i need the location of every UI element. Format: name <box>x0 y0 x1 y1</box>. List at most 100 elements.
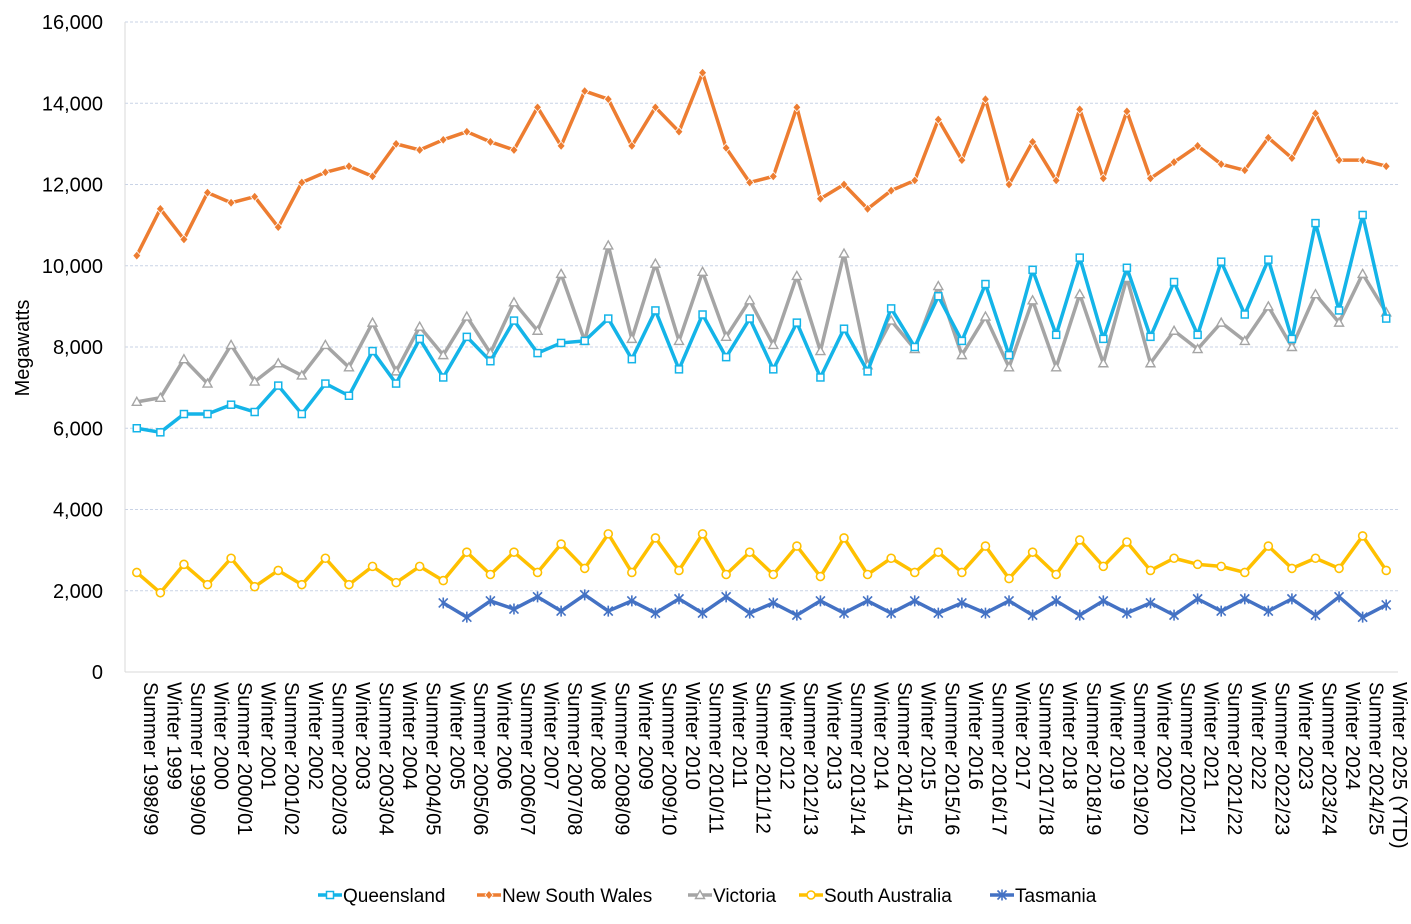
data-point <box>745 177 755 188</box>
data-point <box>863 203 873 214</box>
data-point <box>673 334 685 346</box>
data-point <box>297 579 307 590</box>
data-point <box>649 257 662 268</box>
series-lines <box>131 67 1392 623</box>
legend-item: Tasmania <box>990 886 1097 907</box>
data-point <box>1098 173 1108 184</box>
data-point <box>179 409 189 419</box>
data-point <box>626 595 637 607</box>
x-tick-label: Summer 2019/20 <box>1129 682 1151 835</box>
data-point <box>368 346 377 356</box>
data-point <box>439 373 448 382</box>
data-point <box>1051 595 1062 607</box>
data-point <box>934 291 943 301</box>
data-point <box>391 577 401 588</box>
data-point <box>1122 537 1132 547</box>
data-point <box>1239 334 1251 346</box>
data-point <box>1239 593 1250 605</box>
data-point <box>674 565 684 576</box>
data-point <box>1310 609 1321 621</box>
data-point <box>462 547 472 557</box>
data-point <box>250 407 259 417</box>
data-point <box>1239 567 1250 578</box>
data-point <box>1263 541 1274 551</box>
x-tick-label: Summer 1999/00 <box>186 682 208 835</box>
x-tick-label: Summer 2023/24 <box>1317 682 1339 835</box>
data-point <box>178 353 190 364</box>
data-point <box>272 357 284 368</box>
data-point <box>650 102 660 113</box>
data-point <box>721 142 731 154</box>
legend: Queensland New South Wales Victoria South A… <box>318 886 1097 907</box>
x-tick-label: Summer 2006/07 <box>516 682 538 835</box>
data-point <box>556 539 566 549</box>
data-point <box>344 579 354 590</box>
data-point <box>367 561 378 572</box>
x-tick-label: Summer 2015/16 <box>940 682 962 835</box>
data-point <box>155 203 165 214</box>
data-point <box>980 607 991 619</box>
x-tick-label: Summer 2003/04 <box>375 682 397 835</box>
data-point <box>437 349 449 360</box>
data-point <box>1075 104 1085 115</box>
data-point <box>814 345 827 356</box>
x-tick-label: Summer 2020/21 <box>1176 682 1198 835</box>
data-point <box>839 324 849 333</box>
data-point <box>485 595 496 607</box>
data-point <box>815 193 825 204</box>
data-point <box>1146 332 1155 342</box>
data-point <box>1074 609 1085 621</box>
data-point <box>438 597 449 609</box>
x-tick-label: Summer 2007/08 <box>563 682 585 835</box>
data-point <box>201 377 214 388</box>
data-point <box>555 267 567 279</box>
data-point <box>650 533 661 543</box>
data-point <box>1028 265 1037 275</box>
data-point <box>957 567 967 578</box>
data-point <box>131 567 142 578</box>
data-point <box>366 316 379 327</box>
data-point <box>1286 341 1298 352</box>
data-point <box>203 409 212 419</box>
data-point <box>979 310 992 321</box>
legend-swatch-marker <box>806 890 816 900</box>
y-tick-label: 2,000 <box>53 581 103 603</box>
x-tick-label: Winter 2018 <box>1058 682 1080 790</box>
gridlines <box>125 21 1398 592</box>
data-point <box>273 381 283 390</box>
data-point <box>225 339 237 350</box>
data-point <box>886 304 896 313</box>
data-point <box>1122 106 1132 117</box>
x-tick-label: Winter 2016 <box>964 682 986 790</box>
data-point <box>862 569 873 580</box>
data-point <box>250 191 260 202</box>
data-point <box>980 541 991 551</box>
data-point <box>1240 165 1250 176</box>
data-point <box>1097 357 1110 368</box>
data-point <box>1004 573 1014 584</box>
data-point <box>1287 152 1297 164</box>
legend-swatch-marker <box>694 889 706 900</box>
data-point <box>767 339 779 350</box>
data-point <box>179 559 189 570</box>
data-point <box>980 94 990 105</box>
x-tick-label: Winter 2021 <box>1200 682 1222 790</box>
data-point <box>226 197 236 208</box>
data-point <box>462 126 472 137</box>
data-point <box>320 167 330 178</box>
x-tick-label: Winter 2023 <box>1294 682 1316 790</box>
data-point <box>791 609 802 621</box>
x-tick-label: Summer 1998/99 <box>139 682 161 835</box>
legend-label: South Australia <box>824 886 952 907</box>
data-point <box>1333 591 1345 603</box>
data-point <box>1098 561 1109 572</box>
x-tick-label: Summer 2011/12 <box>752 682 774 834</box>
x-tick-label: Winter 2013 <box>822 682 844 790</box>
data-point <box>885 314 897 325</box>
data-point <box>956 597 967 609</box>
x-tick-label: Winter 2010 <box>681 682 703 790</box>
data-point <box>839 179 849 190</box>
data-point <box>603 529 614 539</box>
x-tick-label: Winter 2003 <box>351 682 373 790</box>
data-point <box>154 391 167 402</box>
